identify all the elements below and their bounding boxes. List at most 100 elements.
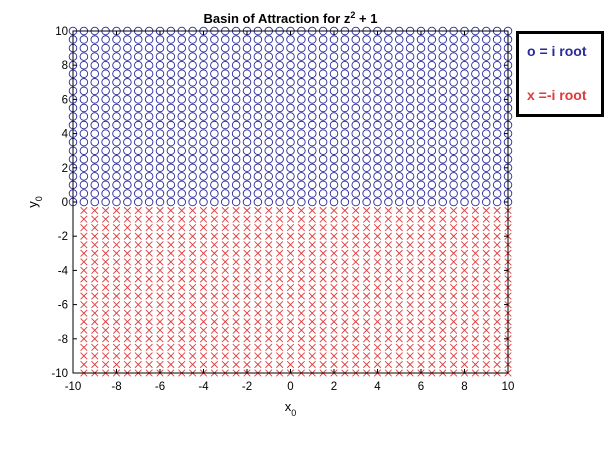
marker-x [156,258,164,266]
marker-o [427,35,437,44]
marker-o [188,78,197,87]
marker-x [493,292,501,300]
marker-x [330,258,338,266]
marker-x [352,275,360,283]
marker-x [286,241,295,249]
marker-x [102,360,110,369]
marker-x [352,360,360,369]
marker-o [286,78,295,87]
marker-x [265,249,273,257]
marker-o [308,129,317,138]
marker-x [286,360,295,369]
marker-x [123,258,131,266]
marker-x [286,309,295,317]
marker-x [384,275,392,283]
marker-o [275,95,284,104]
marker-x [297,300,305,309]
marker-x [439,352,447,360]
marker-o [308,120,317,130]
marker-x [363,309,371,317]
marker-o [318,103,328,113]
marker-o [123,120,132,130]
marker-x [297,318,305,326]
marker-x [123,283,131,292]
marker-x [384,224,392,232]
marker-o [395,172,404,181]
marker-o [101,60,110,70]
marker-x [102,232,110,240]
marker-o [492,137,502,147]
marker-o [264,129,274,138]
marker-x [167,318,175,326]
marker-x [254,318,262,326]
marker-o [471,189,480,198]
marker-o [264,137,274,147]
marker-o [416,78,426,87]
marker-x [417,206,425,215]
marker-o [220,189,230,198]
marker-o [177,112,186,121]
marker-x [493,241,501,249]
marker-x [199,224,208,232]
marker-o [253,154,263,164]
marker-o [112,52,121,61]
marker-x [167,283,175,292]
marker-o [373,69,382,78]
marker-o [101,112,110,121]
marker-x [210,326,218,334]
marker-o [405,129,415,138]
marker-x [352,335,360,343]
marker-x [178,292,186,300]
marker-o [492,86,502,96]
marker-x [265,258,273,266]
y-tick-label: 10 [55,26,68,38]
marker-o [427,197,437,207]
marker-x [460,215,469,223]
marker-x [102,258,110,266]
marker-o [242,95,252,104]
marker-x [308,232,316,240]
marker-o [492,180,502,190]
marker-x [167,300,175,309]
marker-x [199,352,208,360]
marker-o [112,129,121,138]
marker-o [340,163,350,173]
marker-x [286,283,295,292]
marker-x [178,360,186,369]
marker-x [178,335,186,343]
marker-o [133,137,143,147]
marker-o [329,52,339,61]
marker-x [102,249,110,257]
marker-o [144,146,154,155]
marker-x [265,292,273,300]
marker-o [210,103,219,113]
marker-x [112,266,121,275]
marker-x [145,326,153,334]
marker-x [341,258,349,266]
marker-x [460,309,469,317]
marker-o [155,137,165,147]
marker-x [395,232,403,240]
marker-x [286,326,295,334]
marker-x [167,232,175,240]
marker-o [101,197,110,207]
marker-x [417,215,425,223]
chart-title-rest: + 1 [355,11,377,26]
marker-o [471,180,480,190]
marker-x [156,360,164,369]
marker-x [330,343,338,351]
marker-o [438,163,448,173]
marker-o [144,69,154,78]
marker-x [482,343,490,351]
marker-o [405,78,415,87]
marker-x [439,241,447,249]
marker-x [243,326,251,334]
marker-x [254,206,262,215]
marker-x [123,309,131,317]
marker-x [352,292,360,300]
marker-o [318,172,328,181]
marker-o [90,197,99,207]
marker-o [395,112,404,121]
marker-x [460,283,469,292]
marker-x [286,275,295,283]
